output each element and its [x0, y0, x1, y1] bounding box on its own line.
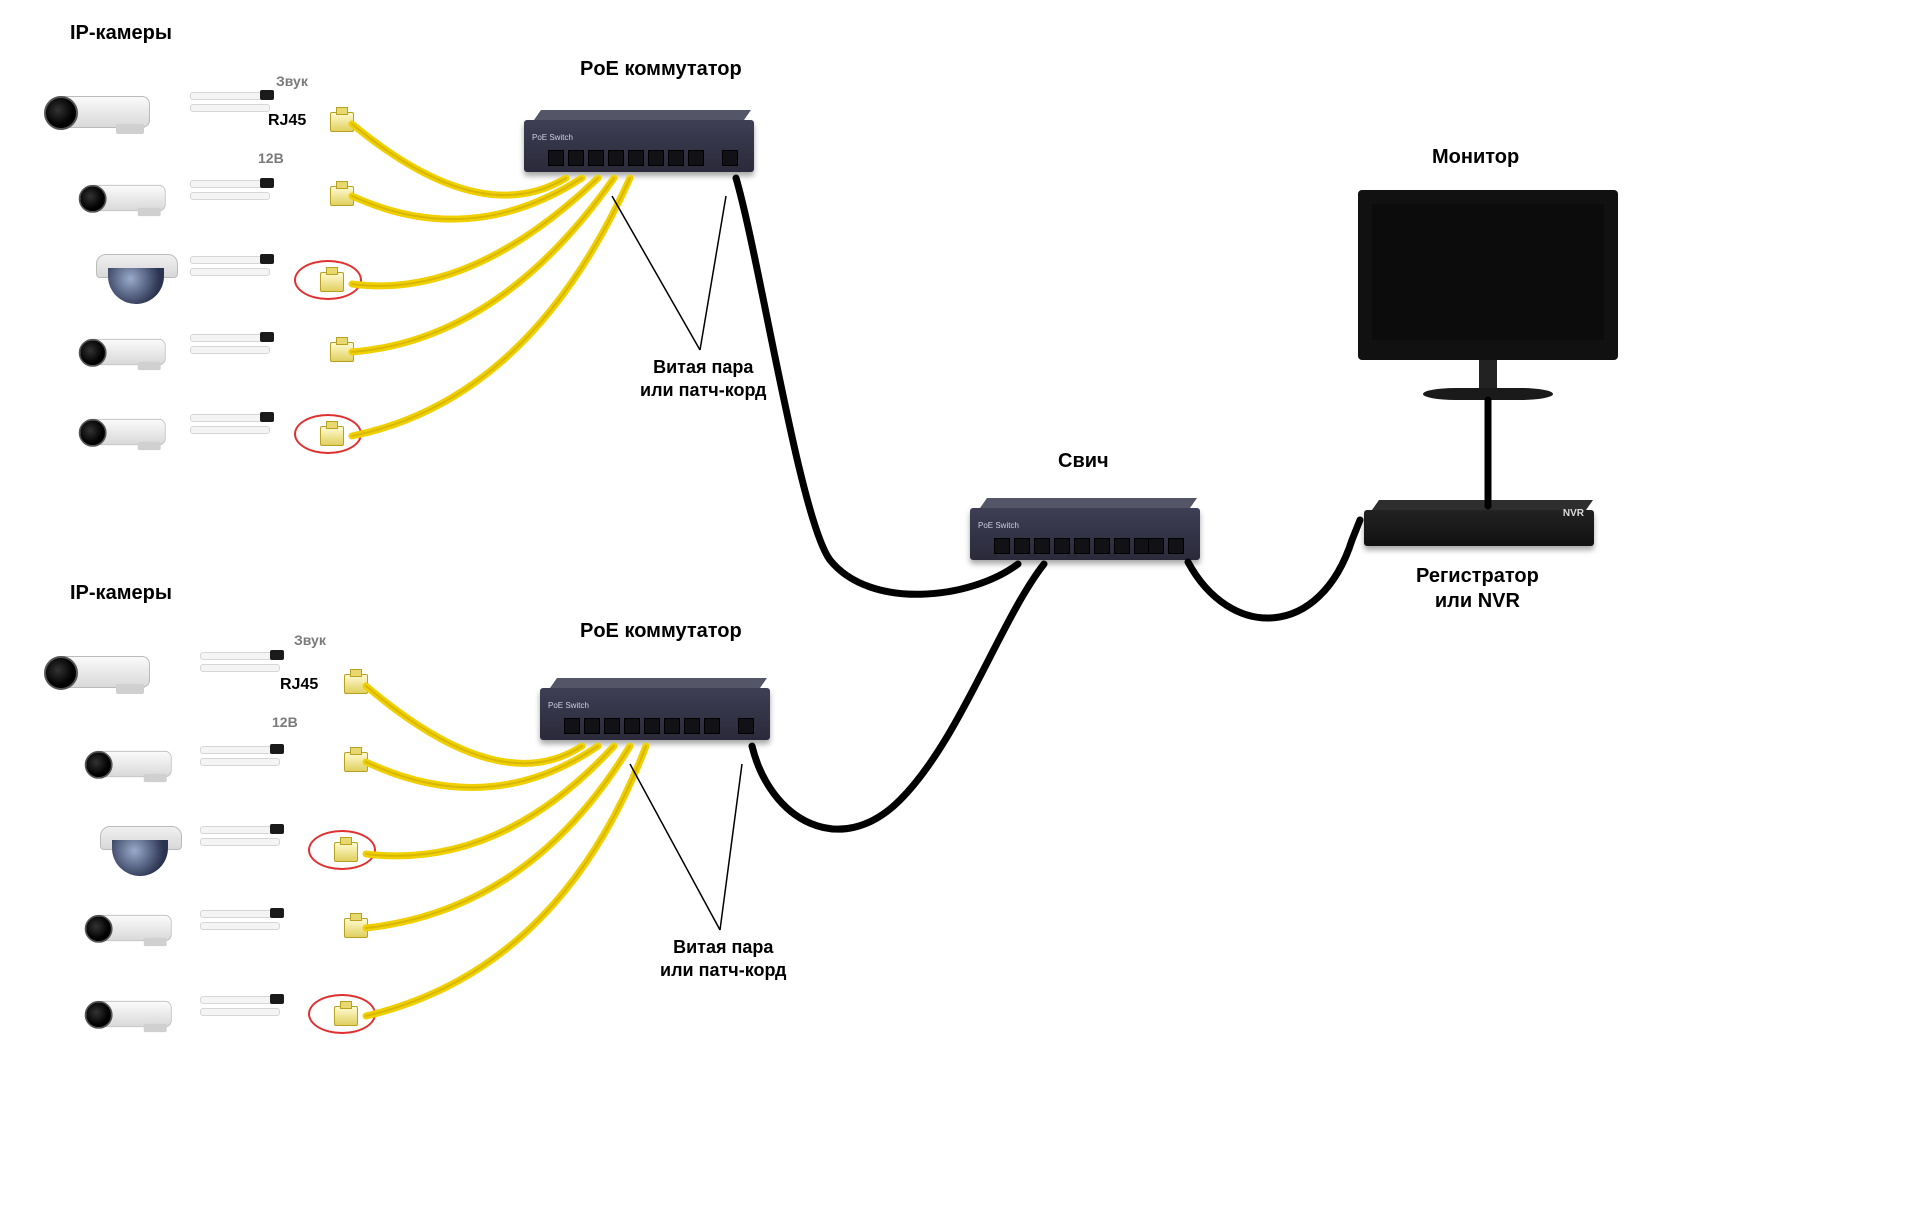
camera-cable-tail: [190, 330, 280, 370]
poe-switch-icon: PoE Switch: [540, 688, 770, 740]
ip-camera-icon: [88, 746, 186, 779]
nvr-recorder-icon: NVR: [1364, 510, 1594, 546]
camera-cable-tail: [190, 176, 280, 216]
camera-cable-tail: [200, 648, 290, 688]
ip-camera-icon: [82, 180, 180, 213]
label-12v-top: 12В: [258, 150, 284, 166]
nvr-brand-label: NVR: [1563, 508, 1584, 519]
highlight-circle: [294, 414, 362, 454]
rj45-plug-icon: [344, 752, 374, 774]
rj45-plug-icon: [330, 186, 360, 208]
highlight-circle: [294, 260, 362, 300]
label-poe-switch-bottom: PoE коммутатор: [580, 620, 742, 643]
ip-camera-icon: [82, 334, 180, 367]
label-monitor: Монитор: [1432, 146, 1519, 169]
ip-dome-camera-icon: [96, 254, 176, 304]
cable-layer: [0, 0, 1924, 1216]
label-switch: Свич: [1058, 450, 1109, 473]
ip-camera-icon: [82, 414, 180, 447]
monitor-icon: [1358, 190, 1618, 400]
label-sound-bottom: Звук: [294, 632, 326, 648]
label-poe-switch-top: PoE коммутатор: [580, 58, 742, 81]
rj45-plug-icon: [344, 674, 374, 696]
ip-camera-icon: [48, 90, 168, 130]
highlight-circle: [308, 830, 376, 870]
poe-switch-icon: PoE Switch: [524, 120, 754, 172]
label-ip-cameras-top: IP-камеры: [70, 22, 172, 45]
poe-switch-tag: PoE Switch: [548, 701, 589, 710]
camera-cable-tail: [200, 992, 290, 1032]
camera-cable-tail: [200, 906, 290, 946]
camera-cable-tail: [190, 252, 280, 292]
label-sound-top: Звук: [276, 73, 308, 89]
network-switch-icon: PoE Switch: [970, 508, 1200, 560]
rj45-plug-icon: [330, 112, 360, 134]
camera-cable-tail: [200, 822, 290, 862]
label-ip-cameras-bottom: IP-камеры: [70, 582, 172, 605]
label-twisted-pair-top: Витая параили патч-корд: [640, 356, 766, 401]
label-recorder: Регистраторили NVR: [1416, 564, 1539, 614]
rj45-plug-icon: [344, 918, 374, 940]
highlight-circle: [308, 994, 376, 1034]
label-12v-bottom: 12В: [272, 714, 298, 730]
camera-cable-tail: [200, 742, 290, 782]
ip-camera-icon: [88, 996, 186, 1029]
poe-switch-tag: PoE Switch: [532, 133, 573, 142]
rj45-plug-icon: [330, 342, 360, 364]
switch-tag: PoE Switch: [978, 521, 1019, 530]
camera-cable-tail: [190, 410, 280, 450]
camera-cable-tail: [190, 88, 280, 128]
label-twisted-pair-bottom: Витая параили патч-корд: [660, 936, 786, 981]
ip-camera-icon: [48, 650, 168, 690]
ip-camera-icon: [88, 910, 186, 943]
ip-dome-camera-icon: [100, 826, 180, 876]
